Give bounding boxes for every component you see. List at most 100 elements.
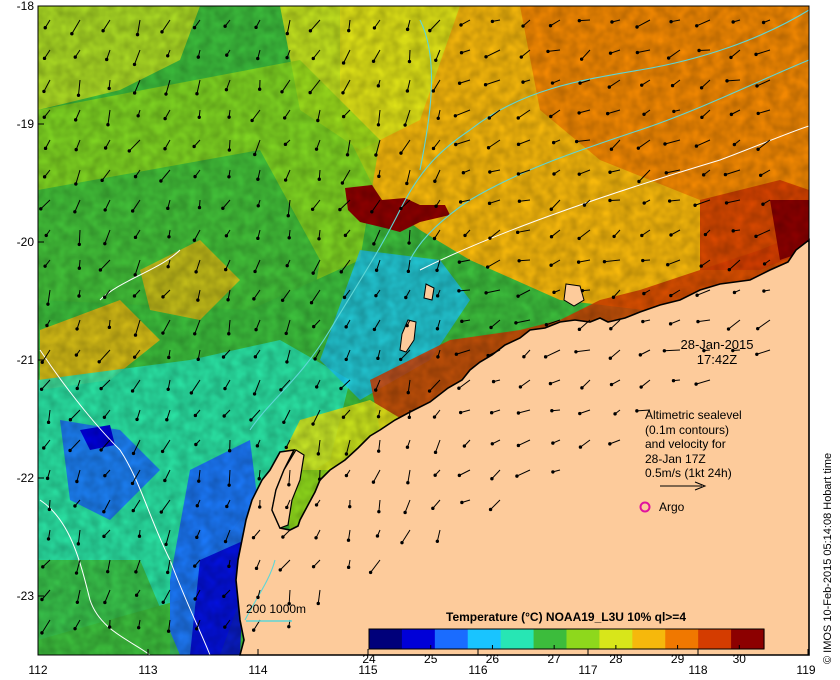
velocity-arrow <box>280 379 291 391</box>
velocity-arrow-head <box>755 84 759 88</box>
velocity-arrow-head <box>313 357 317 361</box>
velocity-arrow-head <box>405 445 410 449</box>
velocity-arrow-head <box>609 382 614 387</box>
velocity-arrow-head <box>672 109 676 114</box>
velocity-arrow-head <box>222 594 226 599</box>
velocity-arrow-head <box>224 234 229 238</box>
velocity-arrow <box>726 199 741 204</box>
velocity-arrow-head <box>577 327 582 332</box>
velocity-arrow-head <box>670 83 675 88</box>
velocity-arrow-head <box>484 291 488 295</box>
velocity-arrow <box>518 139 531 145</box>
velocity-arrow-head <box>196 55 201 59</box>
velocity-arrow-head <box>608 442 612 446</box>
velocity-arrow-head <box>166 54 170 58</box>
velocity-arrow-head <box>609 147 614 151</box>
velocity-arrow-head <box>662 349 667 353</box>
velocity-arrow-head <box>453 114 458 118</box>
velocity-arrow <box>694 199 711 206</box>
velocity-arrow <box>343 49 351 64</box>
velocity-arrow <box>254 379 261 395</box>
velocity-arrow-head <box>642 112 646 117</box>
velocity-arrow-head <box>167 355 171 360</box>
velocity-arrow-head <box>436 355 440 359</box>
velocity-arrow-head <box>251 535 256 540</box>
velocity-arrow <box>407 379 411 393</box>
velocity-arrow <box>545 349 561 358</box>
velocity-arrow-head <box>317 477 322 481</box>
velocity-arrow <box>400 349 411 360</box>
velocity-arrow-head <box>280 90 284 94</box>
argo-marker-icon <box>639 501 651 513</box>
velocity-arrow <box>490 499 501 510</box>
velocity-arrow <box>228 469 231 486</box>
legend-line: Altimetric sealevel <box>645 408 742 422</box>
velocity-arrow <box>757 139 771 150</box>
velocity-arrow <box>664 139 681 145</box>
velocity-arrow-head <box>761 20 766 25</box>
velocity-arrow-head <box>459 51 464 55</box>
velocity-arrow-head <box>285 263 289 268</box>
velocity-arrow <box>487 349 501 357</box>
velocity-arrow-head <box>376 123 381 127</box>
velocity-arrow-head <box>460 500 464 505</box>
velocity-arrow <box>518 409 531 414</box>
lon-tick: 114 <box>248 663 267 677</box>
velocity-arrow-head <box>256 595 260 600</box>
velocity-arrow-head <box>576 260 581 264</box>
velocity-arrow <box>41 589 51 600</box>
velocity-arrow <box>282 289 291 301</box>
velocity-arrow-head <box>580 288 585 293</box>
velocity-arrow-head <box>341 114 346 119</box>
velocity-arrow-head <box>372 242 376 246</box>
velocity-arrow-head <box>602 259 607 264</box>
velocity-arrow <box>253 289 261 300</box>
velocity-arrow <box>194 589 201 600</box>
velocity-arrow-head <box>487 116 492 120</box>
velocity-arrow-head <box>227 148 232 152</box>
velocity-arrow-head <box>519 55 524 59</box>
velocity-arrow-head <box>671 378 676 383</box>
velocity-arrow-head <box>407 59 412 64</box>
velocity-arrow-head <box>695 24 699 28</box>
velocity-arrow-head <box>546 49 550 54</box>
velocity-arrow <box>519 259 531 262</box>
velocity-arrow <box>196 79 201 94</box>
velocity-arrow-head <box>371 59 376 63</box>
velocity-arrow-head <box>406 269 411 274</box>
velocity-arrow-head <box>433 473 437 477</box>
velocity-arrow <box>378 499 381 512</box>
lon-tick: 115 <box>358 663 377 677</box>
velocity-arrow-head <box>518 385 523 389</box>
velocity-arrow-head <box>102 534 106 539</box>
velocity-arrow-head <box>701 173 706 177</box>
velocity-arrow <box>579 79 591 84</box>
velocity-arrow <box>165 529 171 545</box>
velocity-arrow <box>400 139 411 154</box>
velocity-arrow-head <box>316 118 320 123</box>
velocity-arrow-head <box>488 507 493 512</box>
velocity-arrow <box>48 409 51 423</box>
lon-tick: 113 <box>138 663 157 677</box>
velocity-arrow-head <box>372 327 377 332</box>
velocity-arrow-head <box>516 116 520 120</box>
velocity-arrow <box>375 379 381 391</box>
velocity-arrow-head <box>731 348 735 353</box>
velocity-arrow-head <box>40 631 44 635</box>
velocity-arrow-head <box>488 236 492 240</box>
velocity-arrow <box>162 439 171 452</box>
velocity-arrow-head <box>428 28 432 33</box>
velocity-arrow-head <box>107 86 111 91</box>
velocity-arrow-head <box>669 233 673 237</box>
velocity-arrow-head <box>427 389 432 393</box>
velocity-arrow-head <box>280 298 285 302</box>
velocity-arrow-head <box>433 179 437 183</box>
velocity-arrow-head <box>489 325 493 330</box>
velocity-arrow-head <box>278 568 282 572</box>
velocity-arrow-head <box>723 172 728 177</box>
velocity-arrow-head <box>724 201 729 205</box>
velocity-arrow-head <box>344 325 348 329</box>
velocity-arrow-head <box>133 273 137 277</box>
velocity-arrow-head <box>725 79 729 83</box>
velocity-arrow-head <box>548 23 553 28</box>
